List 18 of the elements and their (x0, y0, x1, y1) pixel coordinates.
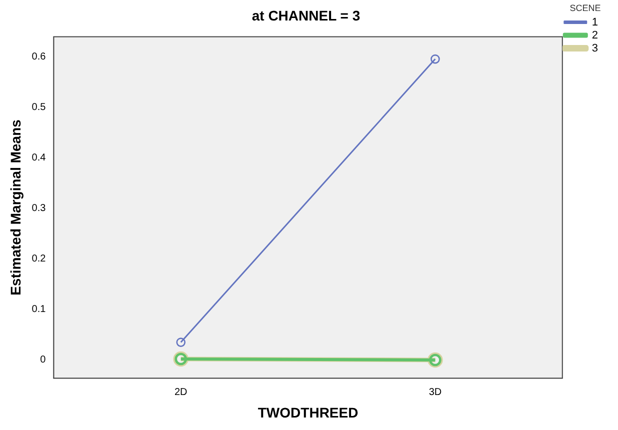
x-tick-label: 3D (428, 386, 442, 398)
y-tick-label: 0.6 (32, 51, 46, 62)
x-axis-title: TWODTHREED (258, 404, 358, 420)
y-axis-title: Estimated Marginal Means (7, 119, 24, 296)
y-tick-label: 0 (40, 354, 46, 366)
legend-label: 2 (592, 29, 598, 42)
point (430, 54, 440, 64)
y-tick-label: 0.5 (32, 102, 46, 113)
y-tick-label: 0.2 (32, 254, 46, 265)
x-tick-label: 2D (174, 386, 188, 398)
y-tick-label: 0.4 (32, 152, 46, 164)
legend-label: 1 (592, 16, 598, 28)
point (176, 338, 186, 347)
y-tick-label: 0.3 (32, 203, 46, 214)
y-tick-label: 0.1 (32, 304, 46, 316)
chart-title: at CHANNEL = 3 (252, 7, 360, 24)
legend-title: SCENE (570, 2, 601, 13)
legend-label: 3 (592, 42, 598, 54)
